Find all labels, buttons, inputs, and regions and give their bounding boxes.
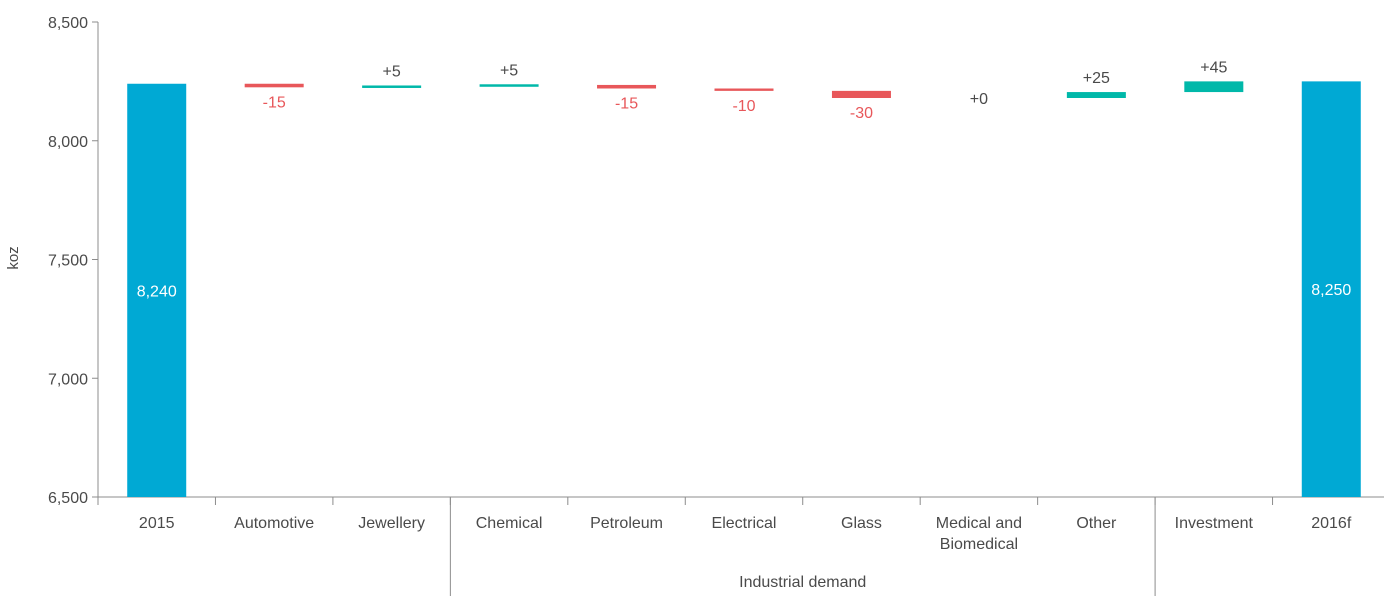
increase-bar [1184, 81, 1244, 93]
delta-value-label: -15 [615, 96, 638, 113]
decrease-bar [831, 90, 891, 98]
data-labels: 8,240 -15 +5 +5 -15 -10 -30 +0 +25 +45 8,250 [137, 59, 1352, 300]
x-axis: 2015 Automotive Jewellery Chemical Petroleum… [97, 496, 1384, 553]
y-tick-label: 8,000 [48, 134, 88, 151]
y-axis: 6,500 7,000 7,500 8,000 8,500 [48, 15, 99, 507]
x-category-label: Medical and [936, 515, 1022, 532]
y-tick-label: 6,500 [48, 490, 88, 507]
decrease-bar [244, 83, 304, 88]
delta-value-label: +25 [1083, 70, 1110, 87]
group-label-industrial-demand: Industrial demand [739, 574, 866, 591]
delta-value-label: -30 [850, 105, 873, 122]
increase-bar [1066, 92, 1126, 98]
delta-value-label: +5 [383, 63, 401, 80]
delta-value-label: -10 [732, 98, 755, 115]
x-category-label: 2016f [1311, 515, 1352, 532]
total-bar [127, 83, 187, 497]
increase-bar [479, 84, 539, 87]
y-tick-label: 8,500 [48, 15, 88, 32]
total-value-label: 8,240 [137, 283, 177, 300]
x-category-label: Jewellery [358, 515, 425, 532]
delta-value-label: +5 [500, 62, 518, 79]
x-category-label: Petroleum [590, 515, 663, 532]
x-category-label: Biomedical [940, 536, 1018, 553]
category-group: Industrial demand [449, 497, 1156, 596]
y-axis-title: koz [5, 246, 22, 269]
x-category-label: Other [1076, 515, 1117, 532]
x-category-label: Electrical [712, 515, 777, 532]
total-bar [1301, 81, 1361, 497]
increase-bar [362, 85, 422, 88]
x-category-label: Automotive [234, 515, 314, 532]
decrease-bar [714, 88, 774, 91]
x-category-label: Investment [1175, 515, 1254, 532]
x-category-label: 2015 [139, 515, 175, 532]
decrease-bar [597, 84, 657, 89]
y-tick-label: 7,500 [48, 253, 88, 270]
total-value-label: 8,250 [1311, 282, 1351, 299]
y-tick-label: 7,000 [48, 371, 88, 388]
x-category-label: Chemical [476, 515, 543, 532]
bars [127, 81, 1361, 497]
x-category-label: Glass [841, 515, 882, 532]
delta-value-label: +0 [970, 91, 988, 108]
delta-value-label: +45 [1200, 59, 1227, 76]
delta-value-label: -15 [263, 94, 286, 111]
